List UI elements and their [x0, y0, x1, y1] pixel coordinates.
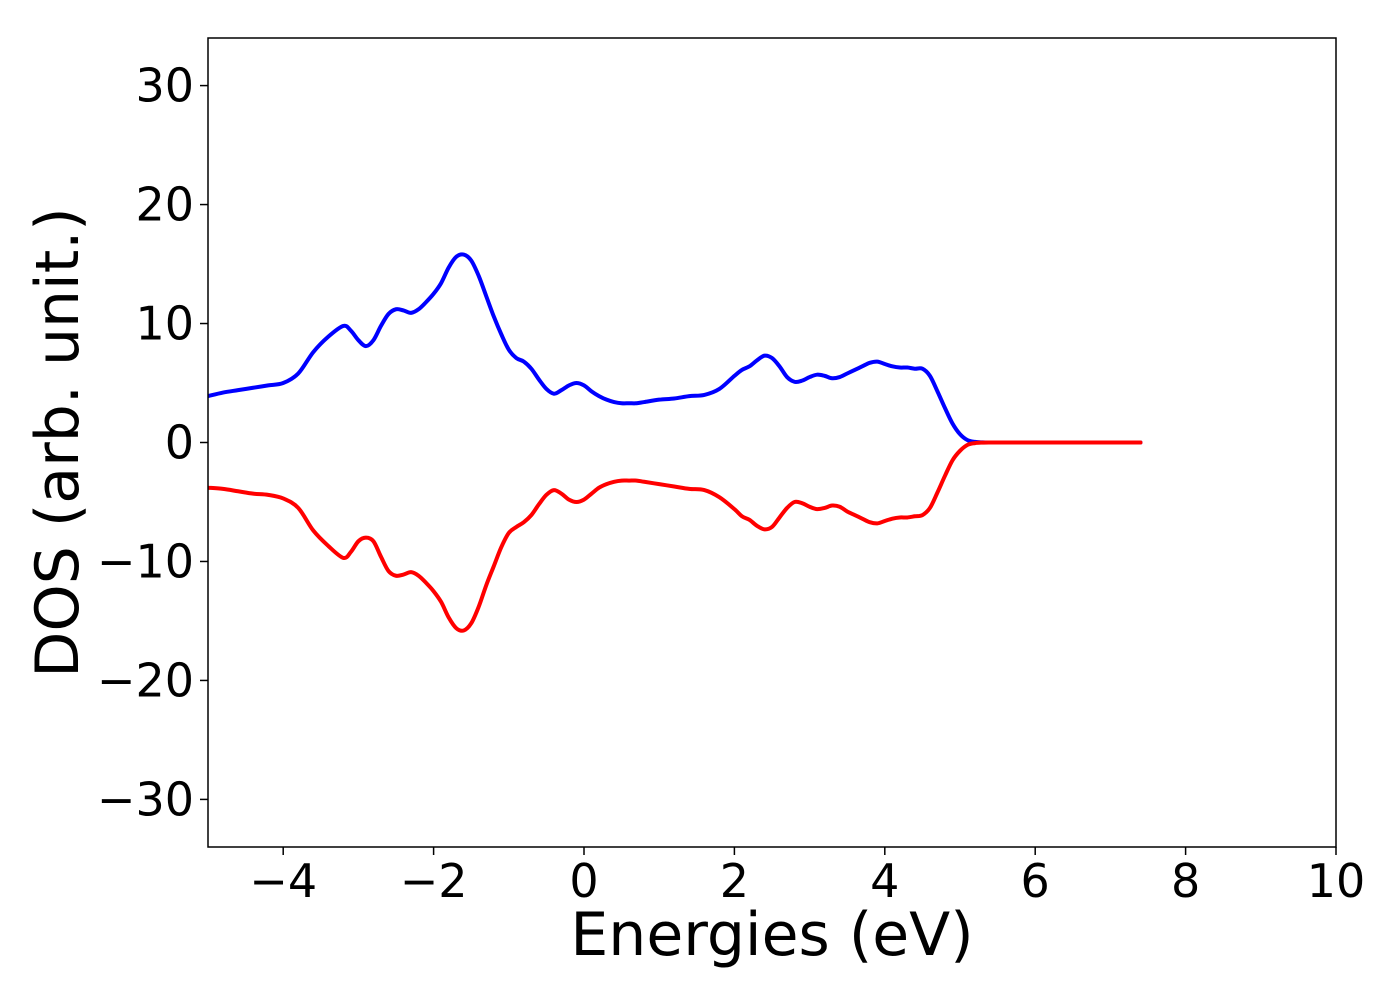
y-tick-label: 0 — [165, 416, 194, 470]
x-tick-label: 4 — [870, 854, 899, 908]
x-tick-label: 8 — [1171, 854, 1200, 908]
y-axis-title: DOS (arb. unit.) — [23, 207, 93, 677]
x-tick-label: 0 — [569, 854, 598, 908]
y-tick-label: −10 — [97, 534, 194, 588]
x-tick-label: 10 — [1307, 854, 1366, 908]
series-line-2 — [208, 440, 1143, 633]
y-tick-label: 30 — [135, 59, 194, 113]
y-tick-label: 20 — [135, 178, 194, 232]
plot-frame — [207, 37, 1337, 848]
y-tick-label: 10 — [135, 297, 194, 351]
x-tick-label: 6 — [1021, 854, 1050, 908]
axes-layer — [207, 37, 1337, 848]
x-tick-label: 2 — [720, 854, 749, 908]
series-line-1 — [208, 252, 1143, 445]
y-tick-label: −20 — [97, 653, 194, 707]
y-axis-ticks: 30 20 10 0 −10 −20 −30 — [97, 59, 208, 826]
y-tick-label: −30 — [97, 772, 194, 826]
series-layer — [208, 252, 1143, 633]
x-axis-title: Energies (eV) — [570, 900, 973, 970]
x-tick-label: −4 — [249, 854, 317, 908]
x-tick-label: −2 — [400, 854, 468, 908]
x-axis-ticks: −4 −2 0 2 4 6 8 10 — [249, 847, 1365, 908]
